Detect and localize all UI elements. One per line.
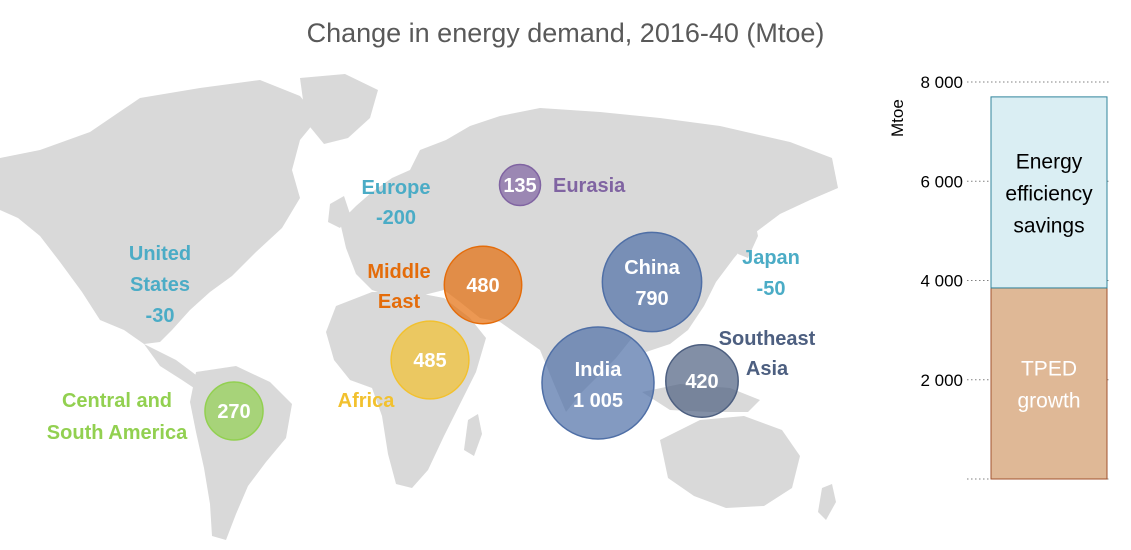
land-north-america: [0, 80, 318, 344]
land-british-isles: [328, 196, 350, 228]
bubble-china: [601, 231, 703, 333]
region-label-central-and-south-america-1: South America: [47, 422, 188, 444]
region-label-southeast-asia-0: Southeast: [719, 328, 816, 350]
region-label-eurasia-0: Eurasia: [553, 175, 626, 197]
world-bubble-map: 135 480 420 485 270 Eurasia Europe -200 United S…: [0, 74, 838, 540]
region-label-united-states-0: United: [129, 243, 191, 265]
bar-segment-label-energy-efficiency-savings-0: Energy: [1016, 150, 1083, 173]
region-label-japan-1: -50: [757, 278, 786, 300]
y-tick-label-4000: 4 000: [920, 272, 963, 291]
region-label-india-0: India: [575, 359, 623, 381]
bubble-middle-east: [443, 245, 523, 325]
bubble-southeast-asia: [665, 344, 739, 418]
region-label-southeast-asia-1: Asia: [746, 358, 789, 380]
bubble-value-eurasia: 135: [503, 175, 536, 197]
land-eurasia: [340, 108, 838, 412]
y-tick-label-8000: 8 000: [920, 73, 963, 92]
land-australia: [660, 416, 800, 508]
bar-segment-label-energy-efficiency-savings-1: efficiency: [1005, 182, 1093, 205]
region-label-united-states-1: States: [130, 274, 190, 296]
bar-segment-tped-growth: [990, 287, 1108, 480]
bar-segment-label-tped-growth-1: growth: [1017, 389, 1080, 412]
bubble-value-africa: 485: [413, 350, 446, 372]
bar-segment-energy-efficiency-savings: [990, 96, 1108, 289]
y-axis-label: Mtoe: [888, 99, 907, 137]
region-label-japan-0: Japan: [742, 247, 800, 269]
bubble-india: [541, 326, 655, 440]
bar-segment-label-tped-growth-0: TPED: [1021, 357, 1077, 380]
bubble-value-southeast-asia: 420: [685, 371, 718, 393]
bubble-central-and-south-america: [204, 381, 264, 441]
region-label-china-1: 790: [635, 288, 668, 310]
bubble-africa: [390, 320, 470, 400]
land-japan: [738, 218, 758, 258]
bubble-value-central-and-south-america: 270: [217, 401, 250, 423]
region-label-central-and-south-america-0: Central and: [62, 390, 172, 412]
region-label-india-1: 1 005: [573, 390, 623, 412]
region-label-europe-1: -200: [376, 207, 416, 229]
region-label-middle-east-1: East: [378, 291, 421, 313]
region-label-europe-0: Europe: [362, 177, 431, 199]
land-new-zealand: [818, 484, 836, 520]
y-tick-label-2000: 2 000: [920, 371, 963, 390]
region-label-united-states-2: -30: [146, 305, 175, 327]
bar-segment-label-energy-efficiency-savings-2: savings: [1013, 214, 1084, 237]
land-greenland: [300, 74, 378, 144]
bubble-value-middle-east: 480: [466, 275, 499, 297]
region-label-africa-0: Africa: [338, 390, 396, 412]
land-madagascar: [464, 414, 482, 456]
chart-title: Change in energy demand, 2016-40 (Mtoe): [306, 18, 825, 48]
y-tick-label-6000: 6 000: [920, 172, 963, 191]
region-label-china-0: China: [624, 257, 680, 279]
bubble-eurasia: [498, 163, 542, 207]
region-label-middle-east-0: Middle: [367, 261, 430, 283]
